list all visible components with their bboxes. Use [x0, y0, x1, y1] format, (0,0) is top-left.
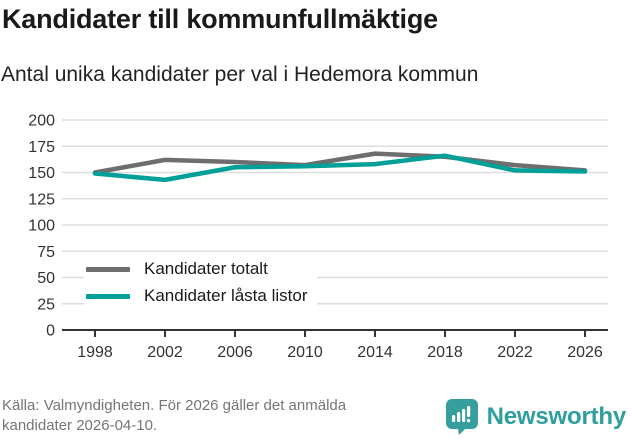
page-title: Kandidater till kommunfullmäktige — [2, 4, 438, 34]
x-axis-label-2018: 2018 — [427, 344, 463, 361]
x-axis-label-2014: 2014 — [357, 344, 393, 361]
series-line-0 — [92, 151, 588, 175]
y-axis-label-100: 100 — [28, 218, 55, 235]
chart-legend: Kandidater totalt Kandidater låsta listo… — [84, 256, 318, 309]
series-line-1 — [92, 153, 588, 183]
source-note-line1: Källa: Valmyndigheten. För 2026 gäller d… — [2, 397, 347, 414]
x-axis-label-2022: 2022 — [497, 344, 533, 361]
y-axis-label-0: 0 — [46, 323, 55, 340]
x-axis-label-1998: 1998 — [77, 344, 113, 361]
line-chart: 0 25 50 75 100 125 150 175 200 1998 2002 2006 2010 20… — [28, 113, 608, 361]
y-axis-label-200: 200 — [28, 113, 55, 130]
chart-subtitle: Antal unika kandidater per val i Hedemor… — [1, 63, 479, 86]
chart-footer: Källa: Valmyndigheten. För 2026 gäller d… — [0, 391, 631, 439]
y-axis-label-175: 175 — [28, 139, 55, 156]
y-axis-label-75: 75 — [37, 244, 55, 261]
legend-label-total: Kandidater totalt — [144, 259, 268, 278]
source-note-line2: kandidater 2026-04-10. — [2, 417, 158, 434]
legend-item-total: Kandidater totalt — [86, 259, 307, 279]
source-note: Källa: Valmyndigheten. För 2026 gäller d… — [2, 396, 346, 436]
legend-swatch-locked-lists-line-icon — [86, 293, 130, 299]
newsworthy-wordmark: Newsworthy — [486, 402, 627, 430]
y-axis-label-25: 25 — [37, 296, 55, 313]
newsworthy-logo-icon — [445, 399, 478, 435]
legend-swatch-total-line-icon — [86, 266, 130, 272]
legend-item-locked-lists: Kandidater låsta listor — [86, 286, 307, 306]
x-axis-label-2010: 2010 — [287, 344, 323, 361]
newsworthy-logo: Newsworthy — [445, 398, 626, 435]
legend-label-locked-lists: Kandidater låsta listor — [144, 286, 308, 305]
y-axis-label-125: 125 — [28, 191, 55, 208]
x-axis-label-2002: 2002 — [147, 344, 183, 361]
y-axis-label-50: 50 — [37, 270, 55, 287]
y-axis-label-150: 150 — [28, 165, 55, 182]
x-axis-label-2026: 2026 — [567, 344, 603, 361]
x-axis-label-2006: 2006 — [217, 344, 253, 361]
